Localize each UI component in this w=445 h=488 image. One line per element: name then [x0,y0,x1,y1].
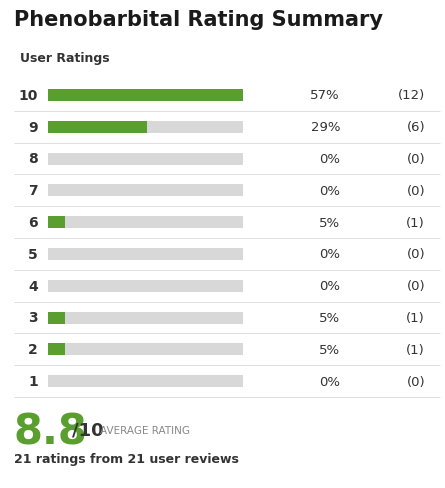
Text: 7: 7 [28,184,38,198]
Text: 0%: 0% [319,248,340,261]
Bar [48,280,243,292]
Text: 9: 9 [28,121,38,134]
Text: (0): (0) [406,248,425,261]
Text: 0%: 0% [319,375,340,388]
Text: 5%: 5% [319,311,340,325]
Bar [48,344,65,356]
Bar [48,217,243,229]
Text: (0): (0) [406,184,425,197]
Bar [48,312,65,324]
Text: 21 ratings from 21 user reviews: 21 ratings from 21 user reviews [14,452,239,466]
Text: 5%: 5% [319,216,340,229]
Text: 8.8: 8.8 [14,411,88,453]
Text: 6: 6 [28,216,38,230]
Text: (0): (0) [406,280,425,293]
Text: 8: 8 [28,152,38,166]
Text: 0%: 0% [319,184,340,197]
Bar [48,375,243,387]
Text: 4: 4 [28,279,38,293]
Text: 2: 2 [28,343,38,357]
Bar [48,153,243,165]
Text: 0%: 0% [319,153,340,165]
Text: /10: /10 [72,421,104,439]
Text: (1): (1) [406,343,425,356]
Bar [48,217,65,229]
Text: 1: 1 [28,374,38,388]
Bar [48,90,243,102]
Bar [48,90,243,102]
Bar [48,122,147,133]
Text: User Ratings: User Ratings [20,52,109,65]
Text: 10: 10 [19,89,38,102]
Bar [48,185,243,197]
Text: AVERAGE RATING: AVERAGE RATING [100,425,190,435]
Text: (1): (1) [406,216,425,229]
Bar [48,344,243,356]
Text: 5%: 5% [319,343,340,356]
Text: 57%: 57% [310,89,340,102]
Text: 5: 5 [28,247,38,262]
Text: 29%: 29% [311,121,340,134]
Bar [48,248,243,261]
Text: (12): (12) [398,89,425,102]
Text: (6): (6) [406,121,425,134]
Bar [48,312,243,324]
Text: 0%: 0% [319,280,340,293]
Text: 3: 3 [28,311,38,325]
Bar [48,122,243,133]
Text: (1): (1) [406,311,425,325]
Text: (0): (0) [406,375,425,388]
Text: Phenobarbital Rating Summary: Phenobarbital Rating Summary [14,10,383,30]
Text: (0): (0) [406,153,425,165]
